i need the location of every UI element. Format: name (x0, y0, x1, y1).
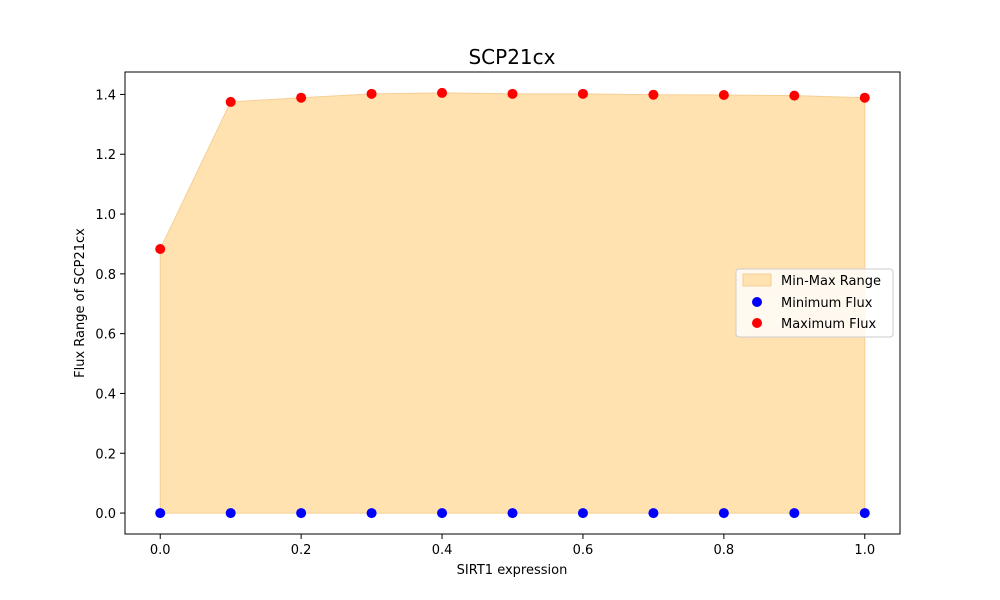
minimum-flux-point-8 (718, 508, 729, 519)
legend-marker-maximum (752, 318, 762, 328)
y-axis: 0.0 0.2 0.4 0.6 0.8 1.0 1.2 1.4 (95, 88, 125, 522)
maximum-flux-point-9 (789, 90, 800, 101)
maximum-flux-point-8 (718, 90, 729, 101)
x-tick-label-1: 0.2 (291, 543, 312, 558)
y-tick-label-6: 1.2 (95, 148, 116, 163)
y-tick-label-0: 0.0 (95, 507, 116, 522)
maximum-flux-point-4 (437, 87, 448, 98)
x-tick-label-2: 0.4 (432, 543, 453, 558)
minimum-flux-point-1 (225, 508, 236, 519)
x-tick-label-4: 0.8 (714, 543, 735, 558)
points-layer (155, 87, 870, 519)
x-axis-label: SIRT1 expression (457, 563, 568, 578)
maximum-flux-point-0 (155, 244, 166, 255)
maximum-flux-point-2 (296, 92, 307, 103)
chart-title: SCP21cx (468, 45, 555, 69)
x-tick-label-3: 0.6 (573, 543, 594, 558)
minimum-flux-point-10 (859, 508, 870, 519)
y-axis-label: Flux Range of SCP21cx (73, 228, 88, 378)
y-tick-label-4: 0.8 (95, 268, 116, 283)
maximum-flux-point-3 (366, 88, 377, 99)
y-tick-label-2: 0.4 (95, 387, 116, 402)
y-tick-label-7: 1.4 (95, 88, 116, 103)
minimum-flux-point-4 (437, 508, 448, 519)
x-axis: 0.0 0.2 0.4 0.6 0.8 1.0 (150, 534, 875, 558)
legend-label-maximum: Maximum Flux (781, 317, 877, 332)
legend-marker-minimum (752, 297, 762, 307)
minimum-flux-point-3 (366, 508, 377, 519)
legend-box (735, 268, 894, 338)
minimum-flux-point-0 (155, 508, 166, 519)
legend-label-minimum: Minimum Flux (781, 296, 873, 311)
legend-fill-swatch (742, 273, 772, 287)
y-tick-label-5: 1.0 (95, 208, 116, 223)
minimum-flux-point-6 (577, 508, 588, 519)
maximum-flux-point-6 (577, 88, 588, 99)
y-tick-label-1: 0.2 (95, 447, 116, 462)
y-tick-label-3: 0.6 (95, 328, 116, 343)
maximum-flux-point-5 (507, 88, 518, 99)
x-tick-label-0: 0.0 (150, 543, 171, 558)
minimum-flux-point-9 (789, 508, 800, 519)
legend-label-range: Min-Max Range (781, 274, 881, 289)
minimum-flux-point-7 (648, 508, 659, 519)
maximum-flux-point-10 (859, 92, 870, 103)
minimum-flux-point-5 (507, 508, 518, 519)
legend: Min-Max Range Minimum Flux Maximum Flux (735, 268, 894, 338)
maximum-flux-point-7 (648, 89, 659, 100)
x-tick-label-5: 1.0 (854, 543, 875, 558)
maximum-flux-point-1 (225, 96, 236, 107)
minimum-flux-point-2 (296, 508, 307, 519)
plot-frame (124, 71, 901, 535)
